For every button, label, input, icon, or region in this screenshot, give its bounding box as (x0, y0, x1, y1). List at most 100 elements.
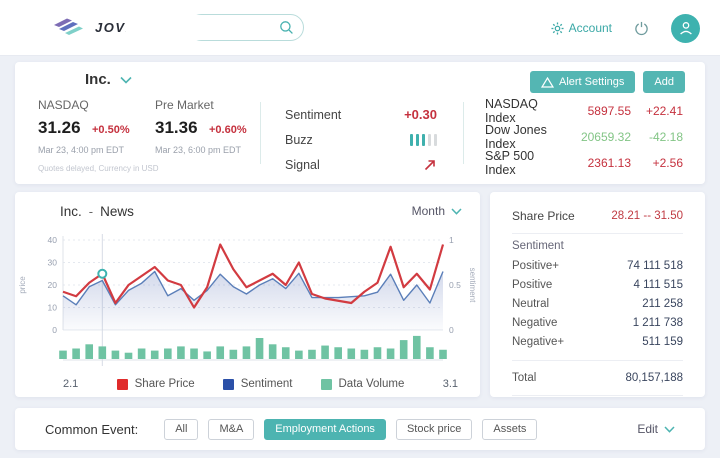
buzz-bar (410, 133, 413, 146)
sentiment-row-label: Neutral (512, 297, 550, 310)
divider (260, 102, 261, 164)
svg-text:0: 0 (52, 325, 57, 335)
share-price-label: Share Price (512, 209, 575, 223)
market-indices-list: NASDAQ Index 5897.55 +22.41 Dow Jones Index… (485, 97, 683, 177)
divider (512, 360, 683, 361)
buzz-bar (422, 133, 425, 146)
search-box[interactable] (125, 14, 304, 41)
event-filter-assets[interactable]: Assets (482, 418, 538, 440)
share-price-range: 28.21 -- 31.50 (611, 210, 683, 222)
common-event-label: Common Event: (45, 421, 139, 437)
alert-settings-button[interactable]: Alert Settings (530, 71, 636, 93)
x-axis-end-label: 3.1 (442, 378, 458, 390)
premarket-label: Pre Market (155, 98, 214, 112)
period-value: Month (411, 204, 445, 218)
index-value: 20659.32 (580, 130, 631, 144)
svg-text:0.5: 0.5 (449, 280, 461, 290)
x-axis-start-label: 2.1 (63, 378, 79, 390)
sentiment-breakdown-list: Positive+ 74 111 518 Positive 4 111 515 Neut… (512, 256, 683, 351)
exchange-time: Mar 23, 4:00 pm EDT (38, 145, 125, 155)
buzz-bar (434, 133, 437, 146)
event-filter-m-a[interactable]: M&A (208, 418, 255, 440)
index-label: Dow Jones Index (485, 123, 547, 151)
edit-dropdown[interactable]: Edit (637, 422, 675, 436)
logout-power-icon[interactable] (634, 21, 649, 36)
premarket-change: +0.60% (209, 124, 247, 136)
legend-item: Sentiment (222, 378, 293, 390)
svg-text:0: 0 (449, 325, 454, 335)
legend-item: Share Price (116, 378, 195, 390)
sentiment-row-value: 1 211 738 (632, 316, 683, 329)
buzz-bar (416, 133, 419, 146)
divider (512, 395, 683, 396)
chevron-down-icon[interactable] (120, 76, 132, 84)
index-row: S&P 500 Index 2361.13 +2.56 (485, 149, 683, 177)
sentiment-row: Positive 4 111 515 (512, 275, 683, 294)
sentiment-row-value: 211 258 (642, 297, 683, 310)
index-change: +2.56 (652, 156, 683, 170)
quote-disclaimer: Quotes delayed, Currency in USD (38, 164, 159, 173)
legend-item: Data Volume (320, 378, 404, 390)
divider (512, 233, 683, 234)
news-company: Inc. (60, 204, 82, 219)
search-input[interactable] (125, 15, 279, 40)
chevron-down-icon (664, 425, 675, 433)
alert-triangle-icon (541, 76, 554, 88)
svg-text:sentiment: sentiment (468, 268, 477, 303)
metrics-block: Sentiment +0.30 Buzz Signal (285, 102, 437, 177)
legend-swatch (320, 378, 332, 390)
sentiment-value: +0.30 (404, 107, 437, 122)
divider (463, 102, 464, 164)
total-label: Total (512, 372, 537, 384)
person-icon (678, 20, 694, 36)
buzz-bar (428, 133, 431, 146)
index-value: 5897.55 (587, 104, 631, 118)
total-value: 80,157,188 (625, 372, 683, 384)
top-header: JOVE BIRD A (0, 0, 720, 56)
sentiment-row-label: Positive (512, 278, 553, 291)
exchange-change: +0.50% (92, 124, 130, 136)
edit-label: Edit (637, 422, 658, 436)
premarket-price: 31.36 (155, 118, 198, 137)
chart-legend: Share Price Sentiment Data Volume (78, 378, 442, 390)
nasdaq-quote: NASDAQ 31.26 +0.50% Mar 23, 4:00 pm EDT … (38, 98, 159, 173)
news-title: Inc. - News (60, 204, 134, 219)
search-icon[interactable] (279, 20, 294, 35)
svg-text:20: 20 (48, 280, 58, 290)
sentiment-row-label: Positive+ (512, 259, 559, 272)
chevron-down-icon (451, 207, 462, 215)
company-name: Inc. (85, 71, 111, 88)
index-change: +22.41 (645, 104, 683, 118)
exchange-price: 31.26 (38, 118, 81, 137)
sentiment-row: Negative 1 211 738 (512, 313, 683, 332)
svg-text:10: 10 (48, 303, 58, 313)
account-menu[interactable]: Account (551, 21, 612, 35)
gear-icon (551, 21, 564, 35)
event-filter-employment-actions[interactable]: Employment Actions (264, 418, 386, 440)
user-avatar[interactable] (671, 13, 700, 43)
sentiment-row: Neutral 211 258 (512, 294, 683, 313)
event-filter-stock-price[interactable]: Stock price (395, 418, 473, 440)
index-label: NASDAQ Index (485, 97, 538, 125)
news-chart-card: Inc. - News Month 0 10 20 30 40 0 0.5 1 price sen… (15, 192, 480, 397)
index-row: Dow Jones Index 20659.32 -42.18 (485, 123, 683, 151)
add-button[interactable]: Add (643, 71, 685, 93)
svg-text:40: 40 (48, 235, 58, 245)
buzz-meter (410, 133, 437, 146)
quote-summary-card: Inc. NASDAQ 31.26 +0.50% Mar 23, 4:00 pm… (15, 62, 705, 184)
svg-text:price: price (18, 276, 27, 294)
signal-up-arrow-icon (423, 158, 437, 172)
sentiment-row-value: 74 111 518 (627, 259, 683, 272)
svg-text:1: 1 (449, 235, 454, 245)
index-label: S&P 500 Index (485, 149, 535, 177)
event-filter-all[interactable]: All (164, 418, 199, 440)
account-label: Account (568, 21, 612, 35)
sentiment-row-value: 4 111 515 (633, 278, 683, 291)
sentiment-section-label: Sentiment (512, 240, 564, 252)
price-sentiment-chart[interactable]: 0 10 20 30 40 0 0.5 1 price sentiment (15, 230, 480, 370)
bird-logo-icon (52, 16, 88, 38)
period-dropdown[interactable]: Month (412, 204, 462, 218)
sentiment-row-label: Negative+ (512, 335, 565, 348)
premarket-time: Mar 23, 6:00 pm EDT (155, 145, 242, 155)
sentiment-row: Positive+ 74 111 518 (512, 256, 683, 275)
